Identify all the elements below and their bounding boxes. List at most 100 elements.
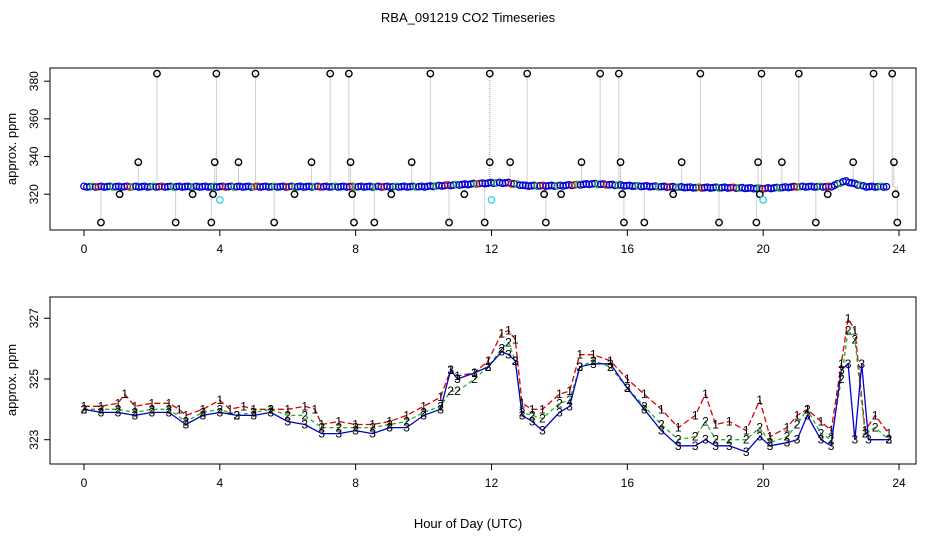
x-axis-label: Hour of Day (UTC) (414, 516, 522, 531)
top-x-tick-label: 12 (485, 242, 499, 256)
series-1-marker: 1 (498, 326, 505, 340)
outlier-point (757, 69, 766, 78)
series-2-marker: 2 (590, 354, 597, 368)
series-3-marker: 3 (845, 357, 852, 371)
series-1-marker: 1 (471, 366, 478, 380)
series-1-marker: 1 (590, 348, 597, 362)
outlier-point (134, 158, 143, 167)
outlier-point (777, 158, 786, 167)
series-1-marker: 1 (403, 408, 410, 422)
series-1-marker: 1 (767, 430, 774, 444)
outlier-point (754, 158, 762, 167)
series-3-marker: 3 (233, 408, 240, 422)
series-1-marker: 1 (454, 369, 461, 383)
series-1-marker: 1 (166, 396, 173, 410)
series-2-marker: 2 (756, 421, 763, 435)
series-1-marker: 1 (115, 396, 122, 410)
series-1-marker: 1 (485, 354, 492, 368)
outlier-point (811, 218, 820, 227)
series-2-marker: 2 (607, 360, 614, 374)
outlier-point (270, 218, 279, 227)
series-2-marker: 2 (784, 430, 791, 444)
series-3-marker: 3 (250, 408, 257, 422)
series-2-marker: 2 (658, 418, 665, 432)
series-1-marker: 1 (743, 424, 750, 438)
series-1-marker: 1 (539, 402, 546, 416)
series-1-marker: 1 (447, 363, 454, 377)
series-2-marker: 2 (447, 384, 454, 398)
outlier-point (596, 69, 605, 78)
series-3-marker: 3 (149, 405, 156, 419)
series-3-marker: 3 (505, 348, 512, 362)
series-3-marker: 3 (702, 433, 709, 447)
series-3-marker: 3 (858, 357, 865, 371)
series-1-marker: 1 (818, 414, 825, 428)
series-2-marker: 2 (284, 408, 291, 422)
top-marks (80, 69, 902, 227)
outlier-point (307, 158, 316, 167)
series-3-marker: 3 (182, 418, 189, 432)
series-1-marker: 1 (658, 402, 665, 416)
series-2-marker: 2 (318, 421, 325, 435)
series-3-marker: 3 (318, 427, 325, 441)
series-1-marker: 1 (852, 323, 859, 337)
series-2-marker: 2 (81, 402, 88, 416)
series-2-marker: 2 (838, 372, 845, 386)
bottom-x-tick-label: 20 (756, 476, 770, 490)
series-3-marker: 3 (767, 439, 774, 453)
outlier-point (460, 190, 469, 199)
baseline-point (882, 182, 891, 191)
series-1-marker: 1 (352, 418, 359, 432)
figure-title: RBA_091219 CO2 Timeseries (381, 10, 556, 25)
series-1-marker: 1 (250, 402, 257, 416)
series-1-marker: 1 (872, 408, 879, 422)
series-2-marker: 2 (743, 433, 750, 447)
series-2-marker: 2 (641, 399, 648, 413)
series-3-marker: 3 (885, 433, 892, 447)
outlier-point (696, 69, 705, 78)
flagged-point (759, 195, 768, 204)
top-y-label: approx. ppm (4, 113, 19, 185)
bottom-x-tick-label: 12 (485, 476, 499, 490)
series-1-marker: 1 (529, 402, 536, 416)
series-2-marker: 2 (576, 360, 583, 374)
outlier-point (677, 158, 686, 167)
series-2-marker: 2 (767, 436, 774, 450)
series-2-marker: 2 (386, 418, 393, 432)
series-1-marker: 1 (369, 418, 376, 432)
top-x-tick-label: 0 (81, 242, 88, 256)
outlier-point (350, 218, 358, 227)
outlier-point (715, 218, 723, 227)
outlier-point (326, 69, 335, 78)
series-2-marker: 2 (250, 405, 257, 419)
outlier-point (407, 158, 416, 167)
series-3-marker: 3 (641, 402, 648, 416)
series-3-marker: 3 (301, 418, 308, 432)
outlier-point (485, 69, 494, 78)
series-2-marker: 2 (233, 408, 240, 422)
series-2-marker: 2 (267, 402, 274, 416)
series-1-marker: 1 (318, 418, 325, 432)
series-3-marker: 3 (804, 408, 811, 422)
series-1-marker: 1 (556, 387, 563, 401)
bottom-x-tick-label: 16 (621, 476, 635, 490)
bottom-x-tick-label: 8 (352, 476, 359, 490)
series-3-marker: 3 (566, 399, 573, 413)
series-3-marker: 3 (81, 402, 88, 416)
series-3-marker: 3 (756, 430, 763, 444)
top-plot-frame (49, 67, 917, 231)
series-2-marker: 2 (149, 402, 156, 416)
outlier-point (188, 190, 197, 199)
outlier-point (207, 218, 216, 227)
series-3-marker: 3 (743, 445, 750, 459)
series-1-marker: 1 (267, 402, 274, 416)
series-1-marker: 1 (505, 323, 512, 337)
series-2-marker: 2 (132, 405, 139, 419)
series-2-marker: 2 (519, 405, 526, 419)
outlier-point (153, 69, 161, 78)
series-1-marker: 1 (675, 421, 682, 435)
outlier-point (370, 218, 379, 227)
